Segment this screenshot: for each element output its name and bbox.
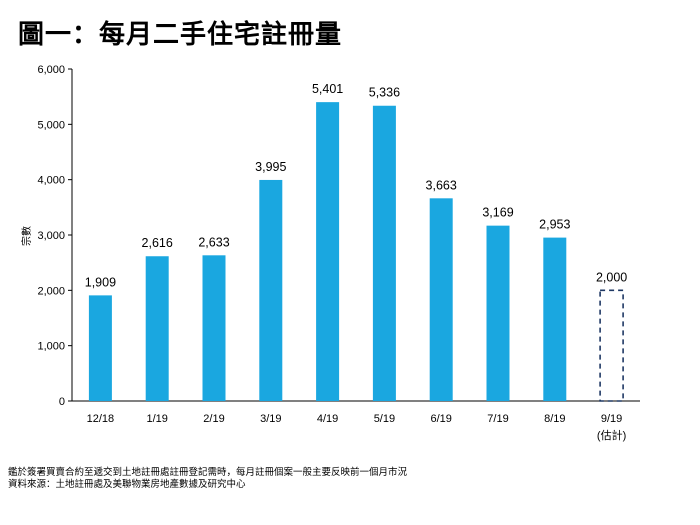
bar — [259, 179, 283, 401]
data-label: 5,401 — [312, 82, 343, 96]
page-title: 圖一：每月二手住宅註冊量 — [18, 20, 343, 50]
x-tick-label: 2/19 — [203, 413, 224, 425]
bar — [372, 105, 396, 401]
x-tick-label: 9/19 — [601, 413, 622, 425]
x-tick-label: 4/19 — [317, 413, 338, 425]
x-tick-label: 12/18 — [87, 413, 115, 425]
bar — [145, 256, 169, 401]
x-tick-label: 3/19 — [260, 413, 281, 425]
bar-series: 1,909 2,616 2,633 3,995 5,401 5,336 3,663 3,169… — [85, 82, 627, 402]
bar-chart: 宗數 0 1,000 2,000 3,000 4,000 5,000 6,000 12/18… — [20, 64, 640, 442]
data-label: 1,909 — [85, 275, 116, 289]
x-tick-label: 5/19 — [374, 413, 395, 425]
y-axis-label: 宗數 — [20, 226, 33, 246]
y-tick-label: 0 — [59, 396, 65, 408]
data-label: 2,616 — [142, 236, 173, 250]
footnote-source: 資料來源：土地註冊處及美聯物業房地產數據及研究中心 — [8, 479, 246, 490]
data-label: 5,336 — [369, 86, 400, 100]
y-tick-label: 6,000 — [37, 64, 65, 76]
x-tick-label: 8/19 — [544, 413, 565, 425]
footnote-registration-lag: 鑑於簽署買賣合約至遞交到土地註冊處註冊登記需時，每月註冊個案一般主要反映前一個月… — [8, 467, 408, 478]
x-tick-label: 1/19 — [146, 413, 167, 425]
y-tick-label: 3,000 — [37, 230, 65, 242]
y-tick-label: 2,000 — [37, 285, 65, 297]
bar — [486, 225, 510, 401]
y-tick-label: 5,000 — [37, 119, 65, 131]
y-tick-label: 1,000 — [37, 341, 65, 353]
bar — [429, 198, 453, 401]
x-axis: 12/18 1/19 2/19 3/19 4/19 5/19 6/19 7/19 8/19 9/1… — [72, 400, 640, 442]
x-tick-label: 7/19 — [487, 413, 508, 425]
x-tick-label: 6/19 — [430, 413, 451, 425]
bar — [316, 102, 340, 402]
footnotes: 鑑於簽署買賣合約至遞交到土地註冊處註冊登記需時，每月註冊個案一般主要反映前一個月… — [8, 467, 407, 491]
bar-estimate — [599, 289, 624, 402]
x-tick-note: (估計) — [597, 428, 626, 442]
y-tick-label: 4,000 — [37, 175, 65, 187]
data-label: 2,633 — [198, 235, 229, 249]
data-label: 3,169 — [482, 206, 513, 220]
bar — [202, 255, 226, 401]
data-label: 2,000 — [596, 270, 627, 284]
data-label: 3,663 — [426, 178, 457, 192]
bar — [88, 295, 112, 401]
data-label: 3,995 — [255, 160, 286, 174]
data-label: 2,953 — [539, 218, 570, 232]
y-axis: 0 1,000 2,000 3,000 4,000 5,000 6,000 — [37, 64, 73, 408]
bar — [543, 237, 567, 401]
